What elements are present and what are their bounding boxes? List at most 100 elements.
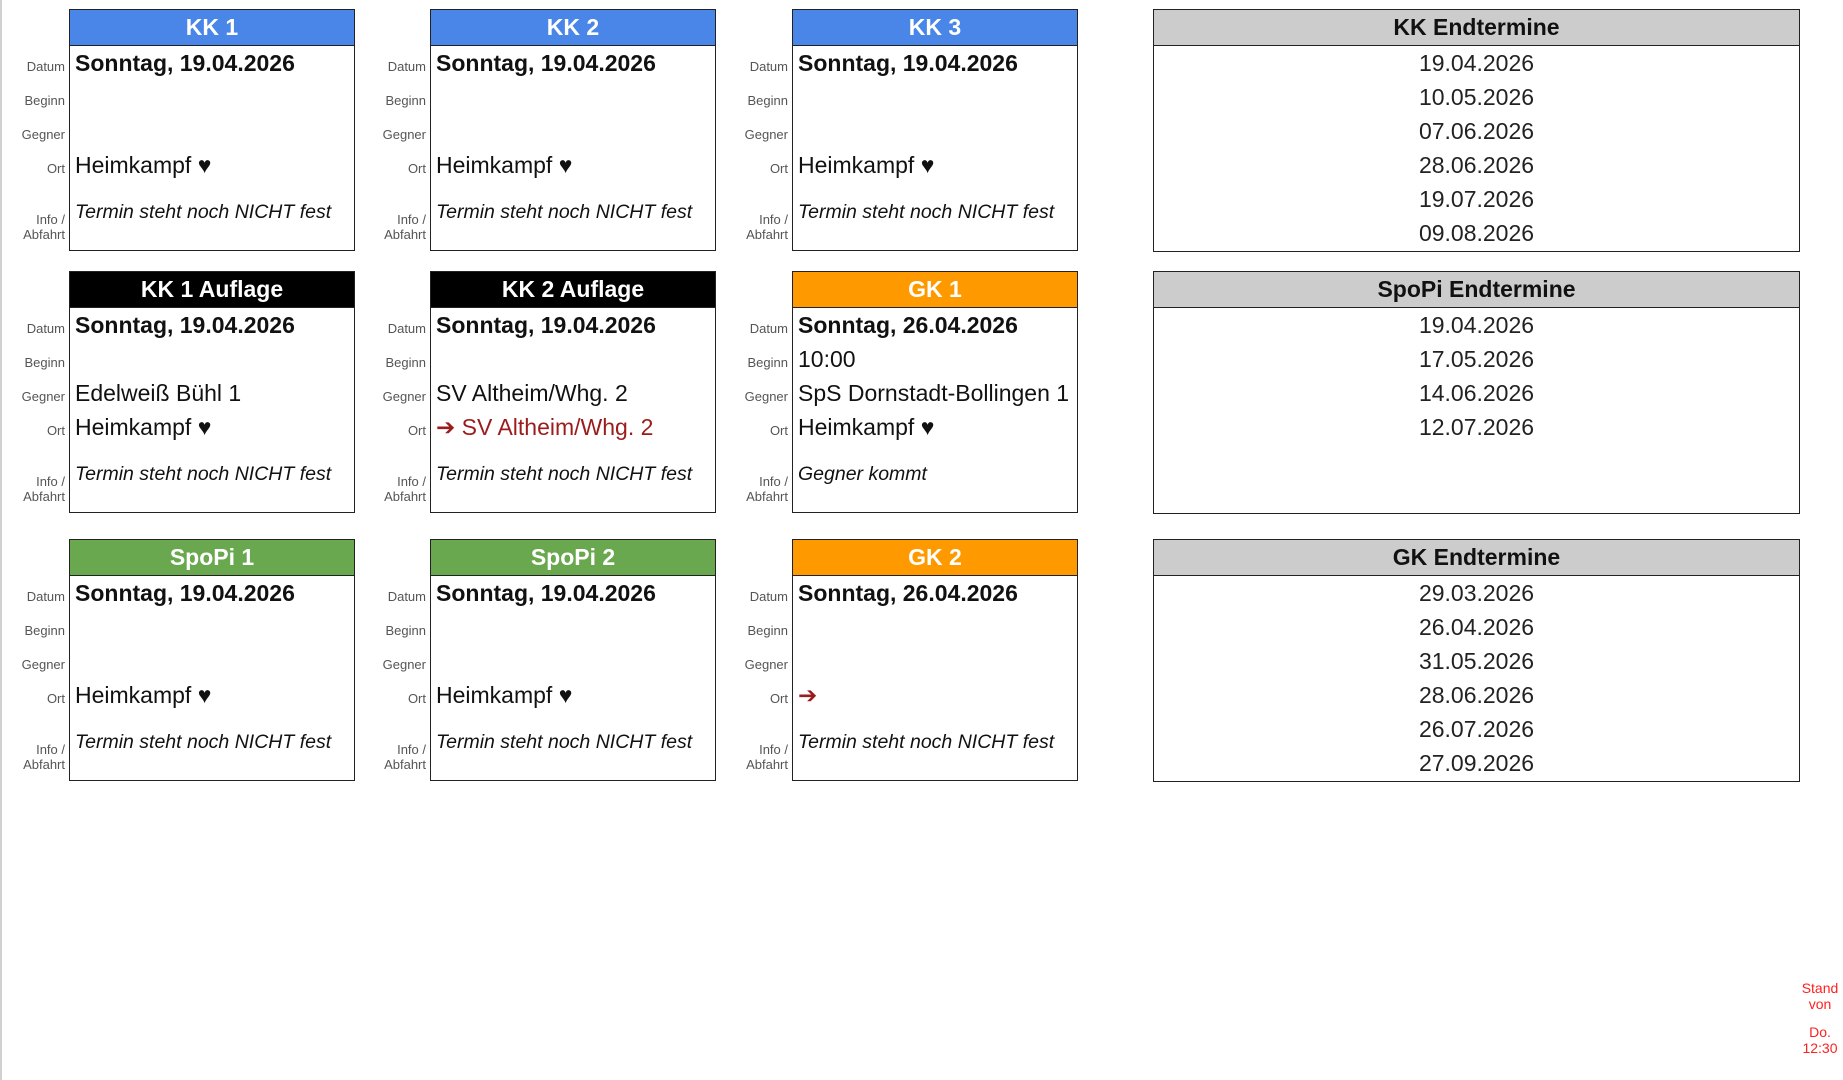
match-card: GK 1 Sonntag, 26.04.2026 10:00 SpS Dornstad… bbox=[792, 271, 1078, 513]
row-labels: Datum Beginn Gegner Ort Info / Abfahrt bbox=[364, 576, 426, 780]
row-label-gegner: Gegner bbox=[21, 389, 65, 404]
row-label-ort: Ort bbox=[407, 161, 426, 176]
label-abfahrt: Abfahrt bbox=[384, 489, 426, 504]
label-abfahrt: Abfahrt bbox=[23, 227, 65, 242]
endtermine-box: KK Endtermine 19.04.2026 10.05.2026 07.06.2… bbox=[1153, 9, 1800, 252]
row-labels: Datum Beginn Gegner Ort Info / Abfahrt bbox=[3, 308, 65, 512]
stand-line: Stand bbox=[1801, 980, 1839, 996]
label-abfahrt: Abfahrt bbox=[746, 227, 788, 242]
card-datum: Sonntag, 19.04.2026 bbox=[436, 312, 656, 338]
row-label-beginn: Beginn bbox=[747, 93, 788, 108]
match-card: KK 2 Sonntag, 19.04.2026 Heimkampf ♥ Termin… bbox=[430, 9, 716, 251]
label-abfahrt: Abfahrt bbox=[384, 227, 426, 242]
card-info: Termin steht noch NICHT fest bbox=[798, 201, 1055, 223]
card-ort: Heimkampf ♥ bbox=[798, 414, 935, 440]
row-label-datum: Datum bbox=[749, 321, 788, 336]
row-labels: Datum Beginn Gegner Ort Info / Abfahrt bbox=[726, 46, 788, 250]
label-info: Info / bbox=[36, 474, 65, 489]
endtermin-date: 28.06.2026 bbox=[1418, 682, 1535, 708]
endtermin-date: 19.04.2026 bbox=[1418, 312, 1535, 338]
label-info: Info / bbox=[397, 474, 426, 489]
row-label-datum: Datum bbox=[26, 589, 65, 604]
row-label-beginn: Beginn bbox=[24, 355, 65, 370]
row-label-datum: Datum bbox=[387, 589, 426, 604]
label-abfahrt: Abfahrt bbox=[384, 757, 426, 772]
card-beginn bbox=[70, 610, 354, 644]
card-ort: Heimkampf ♥ bbox=[75, 414, 212, 440]
endtermin-date: 31.05.2026 bbox=[1418, 648, 1535, 674]
card-gegner bbox=[70, 114, 354, 148]
card-beginn bbox=[793, 610, 1077, 644]
row-label-info: Info / Abfahrt bbox=[726, 182, 788, 250]
card-info: Termin steht noch NICHT fest bbox=[436, 731, 693, 753]
label-info: Info / bbox=[759, 212, 788, 227]
card-datum: Sonntag, 19.04.2026 bbox=[75, 580, 295, 606]
row-label-gegner: Gegner bbox=[744, 389, 788, 404]
label-abfahrt: Abfahrt bbox=[23, 489, 65, 504]
endtermin-date: 19.07.2026 bbox=[1418, 186, 1535, 212]
card-info: Termin steht noch NICHT fest bbox=[798, 731, 1055, 753]
match-card: KK 1 Auflage Sonntag, 19.04.2026 Edelweiß … bbox=[69, 271, 355, 513]
card-beginn bbox=[70, 342, 354, 376]
row-label-ort: Ort bbox=[407, 423, 426, 438]
card-ort: Heimkampf ♥ bbox=[436, 152, 573, 178]
card-title: GK 1 bbox=[793, 272, 1077, 308]
endtermin-date: 26.07.2026 bbox=[1418, 716, 1535, 742]
card-datum: Sonntag, 26.04.2026 bbox=[798, 580, 1018, 606]
endtermin-date: 26.04.2026 bbox=[1418, 614, 1535, 640]
label-info: Info / bbox=[36, 212, 65, 227]
card-gegner bbox=[793, 644, 1077, 678]
card-ort: Heimkampf ♥ bbox=[75, 152, 212, 178]
endtermin-date: 28.06.2026 bbox=[1418, 152, 1535, 178]
row-label-beginn: Beginn bbox=[385, 93, 426, 108]
row-label-info: Info / Abfahrt bbox=[726, 444, 788, 512]
endtermin-date: 17.05.2026 bbox=[1418, 346, 1535, 372]
row-label-datum: Datum bbox=[26, 321, 65, 336]
card-gegner: SpS Dornstadt-Bollingen 1 bbox=[798, 380, 1070, 406]
card-title: GK 2 bbox=[793, 540, 1077, 576]
card-ort: ➔ bbox=[798, 682, 818, 708]
row-label-info: Info / Abfahrt bbox=[364, 712, 426, 780]
endtermine-title: GK Endtermine bbox=[1154, 540, 1799, 576]
endtermine-title: KK Endtermine bbox=[1154, 10, 1799, 46]
match-card: KK 1 Sonntag, 19.04.2026 Heimkampf ♥ Termin… bbox=[69, 9, 355, 251]
row-label-ort: Ort bbox=[407, 691, 426, 706]
row-label-ort: Ort bbox=[769, 161, 788, 176]
row-label-datum: Datum bbox=[26, 59, 65, 74]
endtermin-date: 12.07.2026 bbox=[1418, 414, 1535, 440]
card-info: Termin steht noch NICHT fest bbox=[436, 201, 693, 223]
endtermine-title: SpoPi Endtermine bbox=[1154, 272, 1799, 308]
row-label-ort: Ort bbox=[46, 423, 65, 438]
endtermin-date: 07.06.2026 bbox=[1418, 118, 1535, 144]
endtermin-date: 10.05.2026 bbox=[1418, 84, 1535, 110]
stand-note: Stand von Do. 12:30 bbox=[1790, 980, 1843, 1056]
row-label-info: Info / Abfahrt bbox=[3, 182, 65, 250]
row-label-info: Info / Abfahrt bbox=[3, 444, 65, 512]
card-title: KK 1 Auflage bbox=[70, 272, 354, 308]
card-info: Termin steht noch NICHT fest bbox=[75, 463, 332, 485]
card-ort: Heimkampf ♥ bbox=[798, 152, 935, 178]
sheet-left-border bbox=[0, 0, 2, 1080]
row-label-info: Info / Abfahrt bbox=[364, 182, 426, 250]
row-labels: Datum Beginn Gegner Ort Info / Abfahrt bbox=[364, 308, 426, 512]
endtermin-date: 29.03.2026 bbox=[1418, 580, 1535, 606]
card-info: Termin steht noch NICHT fest bbox=[75, 201, 332, 223]
row-labels: Datum Beginn Gegner Ort Info / Abfahrt bbox=[364, 46, 426, 250]
row-label-info: Info / Abfahrt bbox=[726, 712, 788, 780]
card-info: Termin steht noch NICHT fest bbox=[436, 463, 693, 485]
endtermin-date: 14.06.2026 bbox=[1418, 380, 1535, 406]
row-label-datum: Datum bbox=[749, 59, 788, 74]
row-labels: Datum Beginn Gegner Ort Info / Abfahrt bbox=[3, 46, 65, 250]
row-label-info: Info / Abfahrt bbox=[364, 444, 426, 512]
row-label-ort: Ort bbox=[46, 161, 65, 176]
card-info: Gegner kommt bbox=[798, 463, 927, 485]
card-gegner bbox=[793, 114, 1077, 148]
match-card: KK 2 Auflage Sonntag, 19.04.2026 SV Althei… bbox=[430, 271, 716, 513]
card-title: KK 3 bbox=[793, 10, 1077, 46]
card-ort: Heimkampf ♥ bbox=[75, 682, 212, 708]
card-gegner: Edelweiß Bühl 1 bbox=[75, 380, 242, 406]
card-gegner bbox=[70, 644, 354, 678]
label-abfahrt: Abfahrt bbox=[746, 757, 788, 772]
row-labels: Datum Beginn Gegner Ort Info / Abfahrt bbox=[726, 308, 788, 512]
card-title: KK 2 Auflage bbox=[431, 272, 715, 308]
